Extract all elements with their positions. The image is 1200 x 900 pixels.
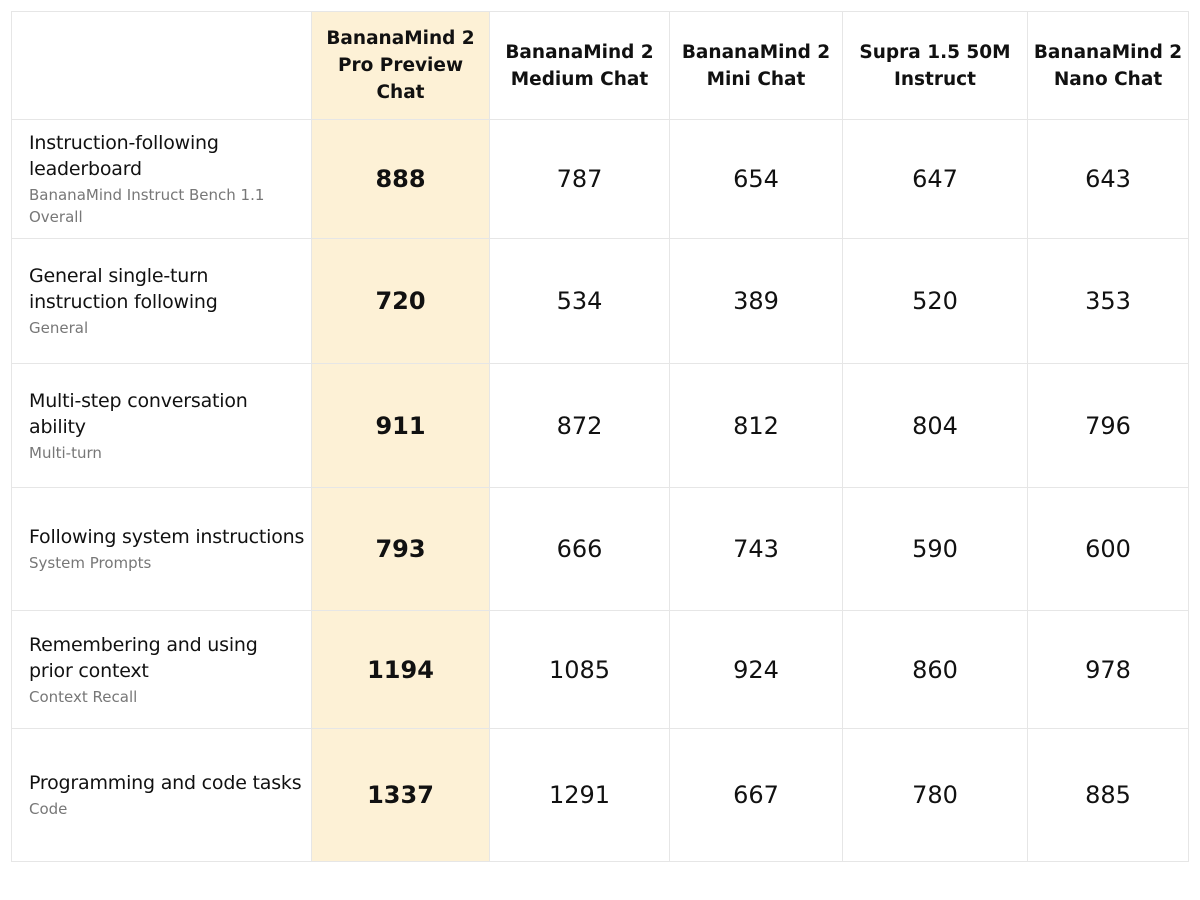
model-header-bananamind-2-nano-chat: BananaMind 2 Nano Chat: [1027, 11, 1189, 120]
benchmark-label-cell: Multi-step conversation ability Multi-tur…: [11, 363, 312, 488]
model-header-bananamind-2-mini-chat: BananaMind 2 Mini Chat: [669, 11, 843, 120]
score-cell: 885: [1027, 728, 1189, 862]
score-cell: 812: [669, 363, 843, 488]
score-cell: 647: [842, 119, 1028, 239]
score-cell: 666: [489, 487, 670, 611]
score-cell: 720: [311, 238, 490, 364]
score-cell: 590: [842, 487, 1028, 611]
model-header-line: BananaMind 2: [1033, 41, 1183, 63]
score-cell: 1194: [311, 610, 490, 729]
model-header-line: Instruct: [893, 68, 976, 90]
model-header-bananamind-2-medium-chat: BananaMind 2 Medium Chat: [489, 11, 670, 120]
benchmark-subtitle: Code: [29, 800, 68, 818]
benchmark-row-context-recall: Remembering and using prior context Conte…: [11, 610, 1189, 729]
score-cell: 796: [1027, 363, 1189, 488]
benchmark-title: Instruction-following leaderboard: [29, 132, 219, 180]
benchmark-label-cell: Remembering and using prior context Conte…: [11, 610, 312, 729]
benchmark-row-instruction-following-leaderboard: Instruction-following leaderboard BananaM…: [11, 119, 1189, 239]
benchmark-table: BananaMind 2 Pro Preview Chat BananaMind …: [11, 11, 1189, 862]
score-cell: 780: [842, 728, 1028, 862]
score-cell: 1291: [489, 728, 670, 862]
benchmark-row-system-prompts: Following system instructions System Prom…: [11, 487, 1189, 611]
score-cell: 860: [842, 610, 1028, 729]
score-cell: 667: [669, 728, 843, 862]
model-header-supra-1-5-50m-instruct: Supra 1.5 50M Instruct: [842, 11, 1028, 120]
score-cell: 1085: [489, 610, 670, 729]
score-cell: 1337: [311, 728, 490, 862]
corner-cell: [11, 11, 312, 120]
score-cell: 353: [1027, 238, 1189, 364]
model-header-line: BananaMind 2: [326, 28, 475, 49]
benchmark-title: General single-turn instruction followin…: [29, 265, 218, 313]
benchmark-subtitle: General: [29, 319, 89, 337]
score-cell: 787: [489, 119, 670, 239]
benchmark-label-cell: Instruction-following leaderboard BananaM…: [11, 119, 312, 239]
benchmark-subtitle: Multi-turn: [29, 443, 102, 462]
model-header-line: Pro Preview Chat: [337, 55, 464, 103]
model-header-line: Medium Chat: [510, 68, 649, 90]
score-cell: 534: [489, 238, 670, 364]
benchmark-label-cell: Following system instructions System Prom…: [11, 487, 312, 611]
score-cell: 911: [311, 363, 490, 488]
header-row: BananaMind 2 Pro Preview Chat BananaMind …: [11, 11, 1189, 120]
score-cell: 389: [669, 238, 843, 364]
model-header-line: BananaMind 2: [505, 41, 654, 63]
benchmark-label-cell: General single-turn instruction followin…: [11, 238, 312, 364]
benchmark-subtitle: System Prompts: [29, 554, 152, 572]
benchmark-row-code: Programming and code tasks Code 1337 1291 66…: [11, 728, 1189, 862]
model-header-line: BananaMind 2: [681, 41, 831, 63]
benchmark-row-multi-turn: Multi-step conversation ability Multi-tur…: [11, 363, 1189, 488]
model-header-line: Nano Chat: [1053, 68, 1163, 90]
benchmark-title: Remembering and using prior context: [29, 633, 258, 682]
score-cell: 793: [311, 487, 490, 611]
benchmark-row-general: General single-turn instruction followin…: [11, 238, 1189, 364]
score-cell: 978: [1027, 610, 1189, 729]
score-cell: 924: [669, 610, 843, 729]
model-header-line: Mini Chat: [706, 68, 806, 90]
score-cell: 654: [669, 119, 843, 239]
score-cell: 804: [842, 363, 1028, 488]
score-cell: 743: [669, 487, 843, 611]
model-header-bananamind-2-pro-preview-chat: BananaMind 2 Pro Preview Chat: [311, 11, 490, 120]
score-cell: 600: [1027, 487, 1189, 611]
model-header-line: Supra 1.5 50M: [859, 41, 1011, 63]
benchmark-subtitle: BananaMind Instruct Bench 1.1 Overall: [29, 186, 265, 226]
score-cell: 872: [489, 363, 670, 488]
benchmark-title: Following system instructions: [29, 526, 305, 548]
score-cell: 520: [842, 238, 1028, 364]
benchmark-title: Multi-step conversation ability: [29, 389, 248, 438]
score-cell: 888: [311, 119, 490, 239]
score-cell: 643: [1027, 119, 1189, 239]
benchmark-title: Programming and code tasks: [29, 772, 302, 794]
benchmark-label-cell: Programming and code tasks Code: [11, 728, 312, 862]
benchmark-subtitle: Context Recall: [29, 687, 138, 706]
